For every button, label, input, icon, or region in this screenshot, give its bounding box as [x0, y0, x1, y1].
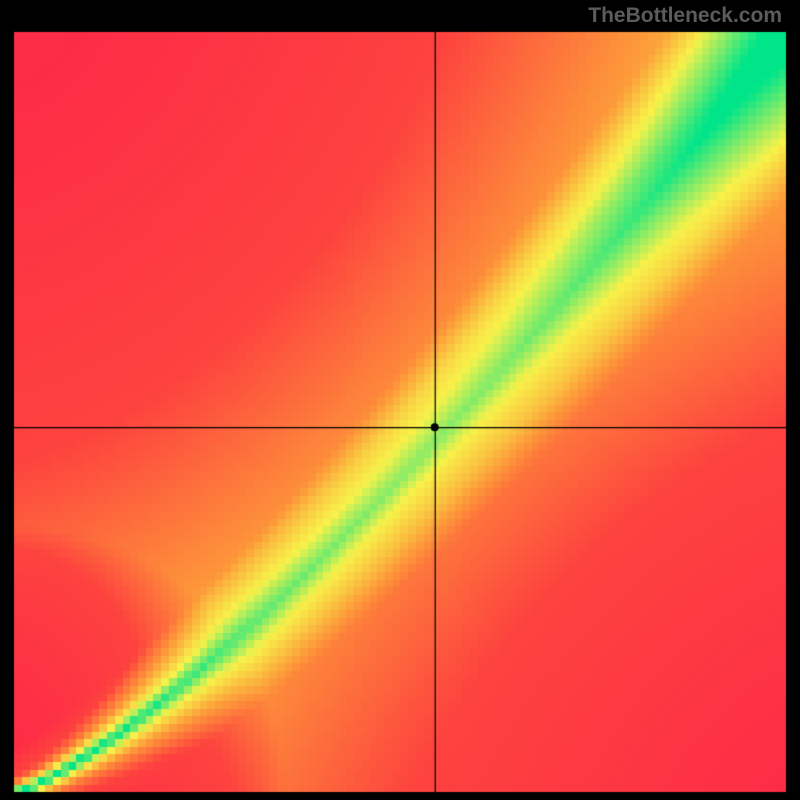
watermark-text: TheBottleneck.com [588, 4, 782, 28]
chart-container: TheBottleneck.com [0, 0, 800, 800]
bottleneck-heatmap [0, 0, 800, 800]
